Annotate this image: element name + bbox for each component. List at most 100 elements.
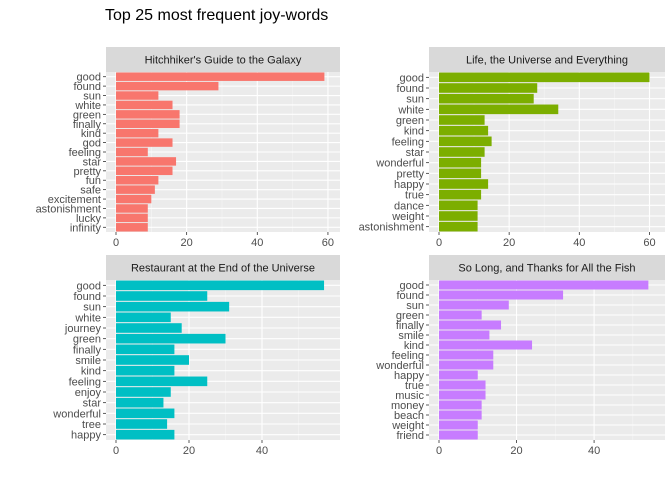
- facet-4-bar-happy: [439, 370, 478, 380]
- facet-1-ytick-label: kind: [81, 128, 101, 140]
- facet-1-bar-white: [116, 100, 173, 110]
- facet-3-ytick-label: white: [74, 312, 101, 324]
- facet-2-ytick-label: kind: [404, 126, 424, 138]
- facet-1-xtick-label: 40: [251, 237, 263, 249]
- facet-4-xtick-label: 20: [510, 445, 522, 457]
- facet-2-bar-green: [439, 115, 485, 125]
- facet-4-ytick-label: weight: [391, 420, 424, 432]
- facet-3-bar-smile: [116, 355, 189, 365]
- facet-3-panel: Restaurant at the End of the Universe goo…: [52, 255, 340, 457]
- chart-title: Top 25 most frequent joy-words: [105, 7, 328, 24]
- facet-4-bar-found: [439, 290, 564, 300]
- facet-2-bar-white: [439, 104, 559, 115]
- facet-2-bar-astonishment: [439, 221, 478, 232]
- facet-4-ytick-label: music: [395, 390, 424, 402]
- facet-4-panel: So Long, and Thanks for All the Fish good…: [375, 255, 665, 457]
- facet-2-xtick-label: 0: [436, 237, 442, 249]
- facet-3-ytick-label: journey: [64, 323, 102, 335]
- facet-1-ytick-label: astonishment: [36, 203, 101, 215]
- facet-2-strip-label: Life, the Universe and Everything: [466, 55, 628, 67]
- facet-2-bar-sun: [439, 93, 534, 104]
- facet-1-bar-green: [116, 110, 180, 119]
- facet-2-panel: Life, the Universe and Everything goodfou…: [359, 47, 665, 249]
- facet-2-xtick-label: 20: [503, 237, 515, 249]
- facet-1-bar-infinity: [116, 223, 148, 232]
- facet-1-bar-sun: [116, 91, 159, 100]
- facet-2-bar-true: [439, 189, 482, 200]
- facet-4-xtick-label: 0: [436, 445, 442, 457]
- facet-1-ytick-label: god: [83, 138, 101, 150]
- facet-4-ytick-label: sun: [406, 300, 424, 312]
- facet-3-ytick-label: enjoy: [75, 387, 102, 399]
- facet-3-ytick-label: tree: [82, 419, 101, 431]
- facet-1-ytick-label: star: [83, 156, 102, 168]
- facet-1-ytick-label: white: [74, 100, 101, 112]
- facet-3-bar-enjoy: [116, 387, 171, 397]
- facet-3-bar-found: [116, 291, 208, 301]
- facet-2-bar-star: [439, 147, 485, 157]
- facet-1-bar-fun: [116, 176, 159, 185]
- facet-3-ytick-label: finally: [73, 344, 102, 356]
- facet-2-ytick-label: sun: [406, 94, 424, 106]
- facet-1-ytick-label: lucky: [76, 213, 102, 225]
- facet-2-ytick-label: green: [396, 115, 424, 127]
- facet-4-ytick-label: money: [391, 400, 425, 412]
- facet-4-bar-sun: [439, 300, 509, 310]
- facet-2-ytick-label: dance: [394, 200, 424, 212]
- facet-4-bar-true: [439, 380, 486, 390]
- facet-3-ytick-label: good: [77, 280, 101, 292]
- facet-1-bar-god: [116, 138, 173, 147]
- facet-1-bar-good: [116, 72, 325, 81]
- facet-4-ytick-label: happy: [394, 370, 424, 382]
- facet-4-ytick-label: found: [396, 290, 424, 302]
- facet-1-bar-safe: [116, 185, 155, 194]
- facet-1-strip-label: Hitchhiker's Guide to the Galaxy: [145, 55, 302, 67]
- facet-3-bar-tree: [116, 419, 168, 429]
- facet-4-ytick-label: finally: [396, 320, 425, 332]
- facet-2-ytick-label: true: [405, 190, 424, 202]
- facet-1-bar-astonishment: [116, 204, 148, 213]
- facet-2-xtick-label: 40: [573, 237, 585, 249]
- facet-2-bar-found: [439, 83, 538, 93]
- facet-3-bar-wonderful: [116, 408, 175, 419]
- facet-1-panel: Hitchhiker's Guide to the Galaxy goodfoun…: [36, 47, 340, 249]
- facet-4-bar-music: [439, 390, 486, 400]
- facet-3-bar-journey: [116, 323, 182, 333]
- facet-2-bar-good: [439, 72, 650, 83]
- facet-1-bar-feeling: [116, 147, 148, 157]
- facet-4-ytick-label: true: [405, 380, 424, 392]
- facet-3-bar-kind: [116, 365, 175, 376]
- facet-1-xtick-label: 20: [181, 237, 193, 249]
- facet-1-ytick-label: pretty: [73, 166, 101, 178]
- facet-1-bar-finally: [116, 119, 180, 128]
- facet-4-bar-weight: [439, 420, 478, 430]
- facet-2-bar-pretty: [439, 168, 482, 179]
- facet-2-ytick-label: astonishment: [359, 222, 424, 234]
- facet-4-strip-label: So Long, and Thanks for All the Fish: [458, 263, 635, 275]
- facet-4-bar-smile: [439, 330, 490, 340]
- facet-1-ytick-label: excitement: [48, 194, 101, 206]
- facet-3-ytick-label: found: [73, 291, 101, 303]
- facet-2-strip: [429, 47, 665, 72]
- facet-2-bar-wonderful: [439, 157, 482, 168]
- facet-2-bar-kind: [439, 125, 489, 136]
- facet-3-bar-feeling: [116, 376, 208, 387]
- facet-3-ytick-label: happy: [71, 430, 101, 442]
- facet-3-bar-green: [116, 333, 226, 344]
- facet-2-ytick-label: star: [406, 147, 425, 159]
- facet-3-bar-finally: [116, 344, 175, 355]
- facet-4-ytick-label: smile: [398, 330, 424, 342]
- facet-4-ytick-label: wonderful: [375, 360, 424, 372]
- facet-2-ytick-label: good: [400, 72, 424, 84]
- facet-1-xtick-label: 60: [322, 237, 334, 249]
- facet-2-ytick-label: weight: [391, 211, 424, 223]
- facet-4-bar-good: [439, 280, 649, 290]
- facet-3-xtick-label: 20: [183, 445, 195, 457]
- facet-1-bar-found: [116, 81, 219, 91]
- facet-3-ytick-label: kind: [81, 366, 101, 378]
- facet-4-ytick-label: kind: [404, 340, 424, 352]
- facet-2-ytick-label: white: [397, 104, 424, 116]
- facet-3-xtick-label: 0: [113, 445, 119, 457]
- facet-3-xtick-label: 40: [256, 445, 268, 457]
